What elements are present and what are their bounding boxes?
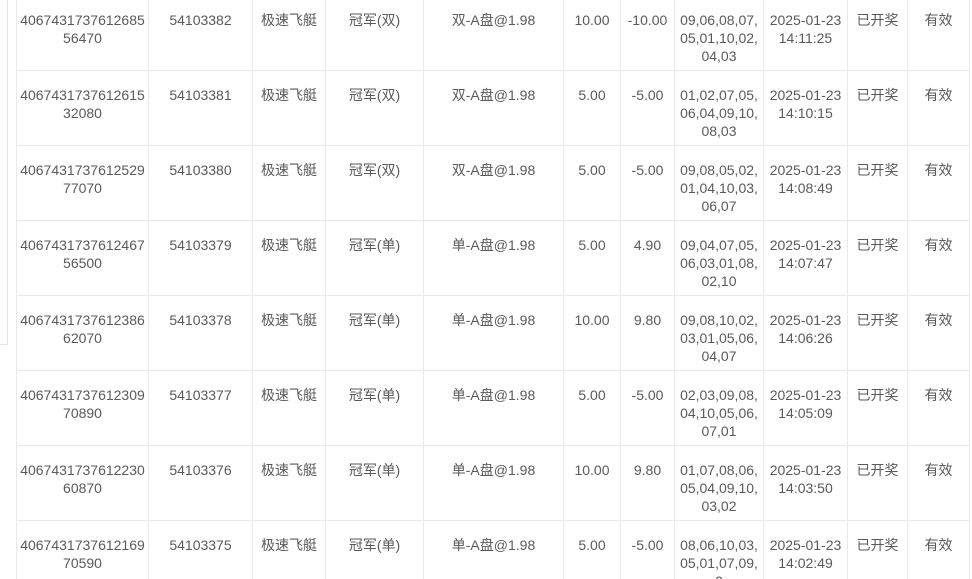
cell-draw-result: 01,02,07,05,06,04,09,10,08,03 (674, 70, 764, 146)
cell-bet-content: 单-A盘@1.98 (423, 520, 564, 579)
cell-amount: 5.00 (563, 220, 621, 296)
cell-profit: 9.80 (620, 295, 675, 371)
cell-order-id: 406743173761230970890 (16, 370, 149, 446)
cell-validity: 有效 (907, 520, 970, 579)
table-row: 406743173761246756500 54103379 极速飞艇 冠军(单… (16, 220, 970, 296)
cell-draw-status: 已开奖 (847, 370, 908, 446)
table-row: 406743173761230970890 54103377 极速飞艇 冠军(单… (16, 370, 970, 446)
table-row: 406743173761268556470 54103382 极速飞艇 冠军(双… (16, 0, 970, 71)
cell-profit: -5.00 (620, 520, 675, 579)
cell-order-id: 406743173761238662070 (16, 295, 149, 371)
cell-profit: -10.00 (620, 0, 675, 71)
cell-validity: 有效 (907, 70, 970, 146)
cell-amount: 5.00 (563, 520, 621, 579)
table-row: 406743173761252977070 54103380 极速飞艇 冠军(双… (16, 145, 970, 221)
cell-game-name: 极速飞艇 (252, 295, 326, 371)
cell-order-id: 406743173761268556470 (16, 0, 149, 71)
cell-draw-status: 已开奖 (847, 445, 908, 521)
cell-draw-result: 08,06,10,03,05,01,07,09,0 (674, 520, 764, 579)
cell-amount: 5.00 (563, 145, 621, 221)
cell-issue-number: 54103381 (148, 70, 253, 146)
cell-bet-content: 单-A盘@1.98 (423, 295, 564, 371)
cell-draw-status: 已开奖 (847, 220, 908, 296)
cell-game-name: 极速飞艇 (252, 70, 326, 146)
cell-game-name: 极速飞艇 (252, 0, 326, 71)
table-row: 406743173761216970590 54103375 极速飞艇 冠军(单… (16, 520, 970, 579)
bet-records-body: 406743173761268556470 54103382 极速飞艇 冠军(双… (16, 0, 970, 579)
cell-game-name: 极速飞艇 (252, 145, 326, 221)
cell-bet-time: 2025-01-23 14:07:47 (763, 220, 848, 296)
cell-amount: 5.00 (563, 370, 621, 446)
cell-profit: -5.00 (620, 145, 675, 221)
cell-validity: 有效 (907, 445, 970, 521)
table-row: 406743173761223060870 54103376 极速飞艇 冠军(单… (16, 445, 970, 521)
cell-draw-result: 09,04,07,05,06,03,01,08,02,10 (674, 220, 764, 296)
cell-order-id: 406743173761252977070 (16, 145, 149, 221)
cell-profit: -5.00 (620, 370, 675, 446)
cell-issue-number: 54103382 (148, 0, 253, 71)
cell-bet-content: 单-A盘@1.98 (423, 220, 564, 296)
cell-amount: 5.00 (563, 70, 621, 146)
cell-bet-time: 2025-01-23 14:08:49 (763, 145, 848, 221)
cell-validity: 有效 (907, 0, 970, 71)
cell-amount: 10.00 (563, 445, 621, 521)
cell-bet-time: 2025-01-23 14:10:15 (763, 70, 848, 146)
cell-order-id: 406743173761223060870 (16, 445, 149, 521)
cell-play-type: 冠军(单) (325, 370, 424, 446)
cell-profit: 9.80 (620, 445, 675, 521)
cell-game-name: 极速飞艇 (252, 520, 326, 579)
cell-order-id: 406743173761261532080 (16, 70, 149, 146)
bet-records-table: 406743173761268556470 54103382 极速飞艇 冠军(双… (16, 0, 970, 579)
cell-bet-content: 双-A盘@1.98 (423, 70, 564, 146)
table-row: 406743173761238662070 54103378 极速飞艇 冠军(单… (16, 295, 970, 371)
cell-validity: 有效 (907, 295, 970, 371)
cell-play-type: 冠军(单) (325, 445, 424, 521)
cell-draw-result: 09,06,08,07,05,01,10,02,04,03 (674, 0, 764, 71)
cell-order-id: 406743173761216970590 (16, 520, 149, 579)
cell-draw-result: 09,08,10,02,03,01,05,06,04,07 (674, 295, 764, 371)
cell-draw-status: 已开奖 (847, 70, 908, 146)
cell-amount: 10.00 (563, 0, 621, 71)
cell-play-type: 冠军(双) (325, 70, 424, 146)
cell-bet-time: 2025-01-23 14:06:26 (763, 295, 848, 371)
cell-draw-status: 已开奖 (847, 145, 908, 221)
cell-play-type: 冠军(双) (325, 145, 424, 221)
cell-issue-number: 54103377 (148, 370, 253, 446)
cell-bet-time: 2025-01-23 14:02:49 (763, 520, 848, 579)
cell-game-name: 极速飞艇 (252, 370, 326, 446)
cell-draw-status: 已开奖 (847, 295, 908, 371)
cell-draw-result: 09,08,05,02,01,04,10,03,06,07 (674, 145, 764, 221)
cell-profit: -5.00 (620, 70, 675, 146)
cell-play-type: 冠军(单) (325, 295, 424, 371)
cell-bet-time: 2025-01-23 14:03:50 (763, 445, 848, 521)
cell-issue-number: 54103380 (148, 145, 253, 221)
cell-bet-content: 双-A盘@1.98 (423, 0, 564, 71)
cell-order-id: 406743173761246756500 (16, 220, 149, 296)
cell-draw-result: 02,03,09,08,04,10,05,06,07,01 (674, 370, 764, 446)
left-panel-edge (0, 0, 8, 345)
cell-validity: 有效 (907, 145, 970, 221)
cell-draw-status: 已开奖 (847, 520, 908, 579)
cell-draw-status: 已开奖 (847, 0, 908, 71)
cell-issue-number: 54103378 (148, 295, 253, 371)
cell-play-type: 冠军(双) (325, 0, 424, 71)
cell-bet-time: 2025-01-23 14:05:09 (763, 370, 848, 446)
cell-amount: 10.00 (563, 295, 621, 371)
table-row: 406743173761261532080 54103381 极速飞艇 冠军(双… (16, 70, 970, 146)
cell-draw-result: 01,07,08,06,05,04,09,10,03,02 (674, 445, 764, 521)
cell-play-type: 冠军(单) (325, 520, 424, 579)
cell-profit: 4.90 (620, 220, 675, 296)
cell-game-name: 极速飞艇 (252, 445, 326, 521)
cell-validity: 有效 (907, 370, 970, 446)
cell-bet-content: 单-A盘@1.98 (423, 445, 564, 521)
cell-bet-content: 双-A盘@1.98 (423, 145, 564, 221)
cell-issue-number: 54103379 (148, 220, 253, 296)
cell-validity: 有效 (907, 220, 970, 296)
cell-bet-time: 2025-01-23 14:11:25 (763, 0, 848, 71)
cell-bet-content: 单-A盘@1.98 (423, 370, 564, 446)
cell-play-type: 冠军(单) (325, 220, 424, 296)
cell-issue-number: 54103376 (148, 445, 253, 521)
cell-issue-number: 54103375 (148, 520, 253, 579)
cell-game-name: 极速飞艇 (252, 220, 326, 296)
